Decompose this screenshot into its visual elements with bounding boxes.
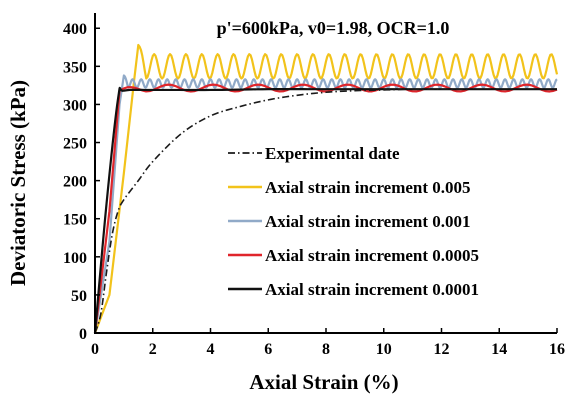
chart-title: p'=600kPa, v0=1.98, OCR=1.0 [217,18,450,38]
y-tick-label: 0 [79,326,87,343]
x-tick-label: 12 [434,341,450,358]
y-tick-label: 100 [63,250,87,267]
x-tick-label: 0 [91,341,99,358]
legend-label-3: Axial strain increment 0.0005 [265,246,479,265]
legend: Experimental date Axial strain increment … [228,144,479,299]
axes [94,13,558,334]
x-tick-label: 16 [549,341,565,358]
x-tick-label: 14 [491,341,507,358]
x-tick-label: 8 [322,341,330,358]
series-line-2 [93,74,558,334]
x-tick-label: 2 [149,341,157,358]
y-tick-label: 150 [63,212,87,229]
y-axis-label: Deviatoric Stress (kPa) [6,80,30,286]
x-tick-label: 10 [376,341,392,358]
legend-label-4: Axial strain increment 0.0001 [265,280,479,299]
x-tick-label: 4 [207,341,215,358]
y-tick-label: 50 [71,288,87,305]
tick-labels: 0 2 4 6 8 10 12 14 16 0 50 100 150 200 250 300 350 400 [63,21,565,358]
y-tick-label: 300 [63,97,87,114]
x-tick-label: 6 [264,341,272,358]
y-tick-label: 250 [63,136,87,153]
legend-label-0: Experimental date [265,144,400,163]
series-line-1 [93,43,559,334]
legend-label-2: Axial strain increment 0.001 [265,212,471,231]
y-tick-label: 200 [63,174,87,191]
legend-label-1: Axial strain increment 0.005 [265,178,471,197]
y-tick-label: 400 [63,21,87,38]
series-line-0 [94,88,471,334]
x-axis-label: Axial Strain (%) [249,370,398,394]
plot-lines [93,43,559,334]
series-line-4 [93,86,557,334]
y-tick-label: 350 [63,59,87,76]
